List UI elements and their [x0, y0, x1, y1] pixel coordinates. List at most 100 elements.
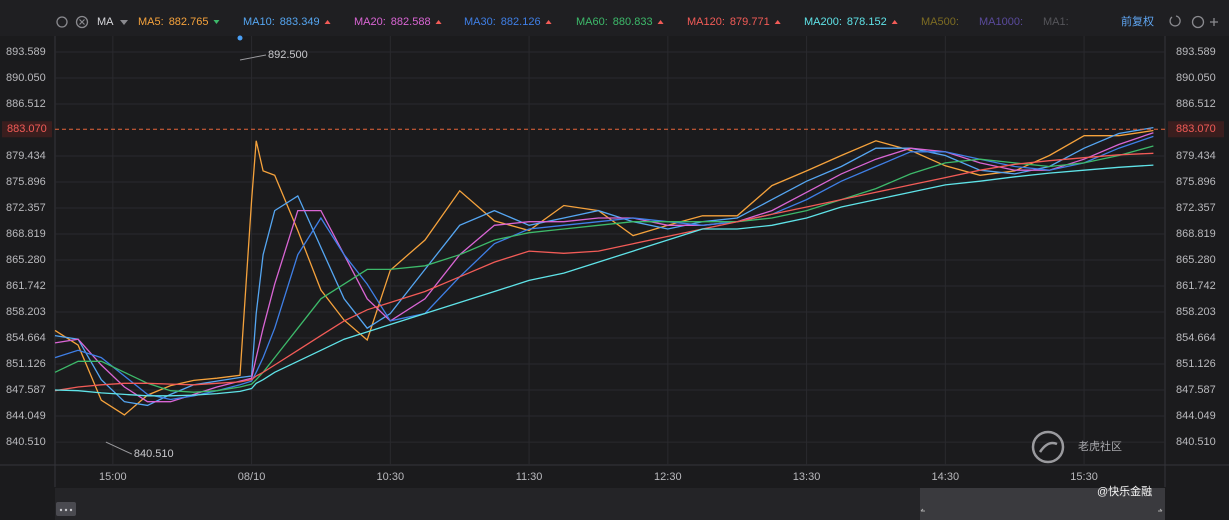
legend-value: 880.833 — [613, 16, 653, 28]
y-tick-label-right: 847.587 — [1176, 384, 1216, 396]
legend-value: 882.765 — [169, 16, 209, 28]
ma-line — [54, 132, 1154, 403]
indicator-label[interactable]: MA — [97, 16, 114, 28]
dot — [59, 508, 63, 512]
current-price-label-right: 883.070 — [1176, 123, 1216, 135]
settings-icon[interactable] — [56, 16, 68, 28]
trend-arrow — [774, 20, 781, 24]
scrollbar-thumb[interactable] — [920, 488, 1165, 520]
legend-name[interactable]: MA200: — [804, 16, 842, 28]
x-tick-label: 11:30 — [516, 471, 543, 483]
x-tick-label: 12:30 — [654, 471, 682, 483]
y-tick-label-right: 851.126 — [1176, 358, 1216, 370]
ma-line — [54, 145, 1154, 393]
y-tick-label: 879.434 — [6, 150, 46, 162]
y-tick-label-right: 879.434 — [1176, 150, 1216, 162]
reset-icon[interactable] — [1169, 15, 1181, 27]
annotation-label: 892.500 — [268, 49, 308, 61]
legend-value: 879.771 — [730, 16, 770, 28]
trend-arrow — [545, 20, 552, 24]
x-tick-label: 15:00 — [99, 471, 127, 483]
legend-name[interactable]: MA60: — [576, 16, 608, 28]
x-tick-label: 10:30 — [377, 471, 405, 483]
y-tick-label-right: 840.510 — [1176, 436, 1216, 448]
ma-line — [54, 135, 1154, 401]
add-icon[interactable] — [1210, 18, 1218, 26]
y-tick-label-right: 872.357 — [1176, 202, 1216, 214]
ma-line — [54, 129, 1154, 416]
annotation-marker — [237, 35, 243, 41]
y-tick-label-right: 854.664 — [1176, 332, 1216, 344]
y-tick-label: 847.587 — [6, 384, 46, 396]
x-tick-label: 13:30 — [793, 471, 821, 483]
legend-name[interactable]: MA5: — [138, 16, 164, 28]
legend-name[interactable]: MA30: — [464, 16, 496, 28]
y-tick-label: 861.742 — [6, 280, 46, 292]
y-tick-label: 868.819 — [6, 228, 46, 240]
legend-name[interactable]: MA120: — [687, 16, 725, 28]
adjust-mode[interactable]: 前复权 — [1121, 14, 1154, 28]
y-tick-label: 875.896 — [6, 176, 46, 188]
ma-line — [54, 164, 1154, 397]
legend-name-inactive[interactable]: MA1000: — [979, 16, 1023, 28]
watermark-logo-icon — [1031, 430, 1065, 464]
dot — [64, 508, 68, 512]
y-tick-label: 893.589 — [6, 46, 46, 58]
y-tick-label-right: 875.896 — [1176, 176, 1216, 188]
y-tick-label-right: 893.589 — [1176, 46, 1216, 58]
trend-arrow — [324, 20, 331, 24]
legend-value: 883.349 — [280, 16, 320, 28]
legend-name-inactive[interactable]: MA1: — [1043, 16, 1069, 28]
y-tick-label: 890.050 — [6, 72, 46, 84]
legend-name[interactable]: MA10: — [243, 16, 275, 28]
x-tick-label: 15:30 — [1070, 471, 1098, 483]
y-tick-label-right: 861.742 — [1176, 280, 1216, 292]
toolbar-bar — [0, 0, 1229, 36]
x-tick-label: 08/10 — [238, 471, 266, 483]
scroll-left[interactable] — [920, 508, 925, 512]
y-tick-label-right: 844.049 — [1176, 410, 1216, 422]
annotation-leader — [239, 54, 267, 61]
watermark-logo-mark — [1038, 441, 1058, 453]
annotation-label: 840.510 — [134, 448, 174, 460]
trend-arrow — [657, 20, 664, 24]
ma-line — [54, 152, 1154, 392]
y-tick-label: 858.203 — [6, 306, 46, 318]
trend-arrow — [213, 20, 220, 24]
y-tick-label: 851.126 — [6, 358, 46, 370]
y-tick-label-right: 868.819 — [1176, 228, 1216, 240]
y-tick-label: 886.512 — [6, 98, 46, 110]
toolbar-icons — [56, 15, 1218, 29]
y-tick-label-right: 865.280 — [1176, 254, 1216, 266]
y-tick-label: 872.357 — [6, 202, 46, 214]
y-tick-label: 840.510 — [6, 436, 46, 448]
scroll-right[interactable] — [1158, 508, 1163, 512]
y-tick-label: 854.664 — [6, 332, 46, 344]
legend-value: 882.126 — [501, 16, 541, 28]
legend-value: 878.152 — [847, 16, 887, 28]
trend-arrow — [891, 20, 898, 24]
indicator-dropdown[interactable] — [120, 20, 128, 25]
watermark-logo: 老虎社区 — [1078, 439, 1122, 453]
y-tick-label-right: 858.203 — [1176, 306, 1216, 318]
trend-arrow — [435, 20, 442, 24]
dot — [69, 508, 73, 512]
y-tick-label: 865.280 — [6, 254, 46, 266]
watermark-author: @快乐金融 — [1097, 484, 1152, 498]
current-price-box — [2, 121, 52, 138]
current-price-box-right — [1168, 121, 1224, 138]
legend-name-inactive[interactable]: MA500: — [921, 16, 959, 28]
close-icon[interactable] — [75, 15, 89, 29]
current-price-label: 883.070 — [7, 123, 47, 135]
legend-value: 882.588 — [391, 16, 431, 28]
plot: 840.510 840.510 844.049 844.049 847.587 847.5… — [2, 35, 1224, 483]
watermark: 老虎社区 @快乐金融 — [1031, 430, 1152, 498]
legend-name[interactable]: MA20: — [354, 16, 386, 28]
annotation-leader — [105, 441, 133, 455]
y-tick-label-right: 890.050 — [1176, 72, 1216, 84]
x-tick-label: 14:30 — [932, 471, 960, 483]
close-all-icon[interactable] — [1191, 15, 1205, 29]
close-cross — [79, 19, 85, 25]
y-tick-label-right: 886.512 — [1176, 98, 1216, 110]
